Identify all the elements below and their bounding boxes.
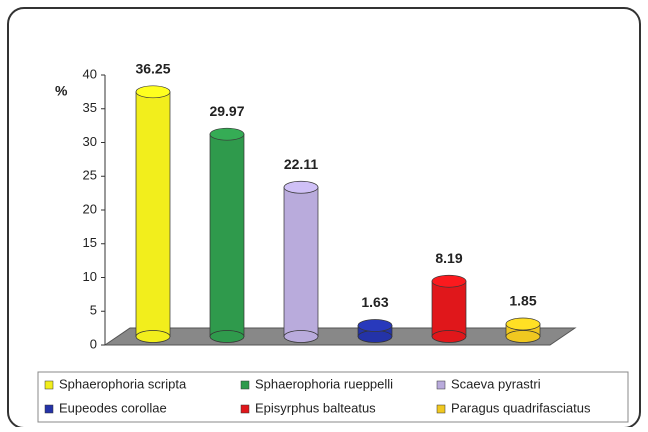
y-tick-label: 15 [83,235,97,250]
value-label: 36.25 [135,61,170,77]
bar-top [431,274,467,288]
bar-cover [136,335,170,338]
y-tick-label: 35 [83,100,97,115]
bar-top [283,180,319,194]
bar [505,317,541,343]
value-label: 29.97 [209,103,244,119]
bar [209,127,245,343]
y-axis-label: % [55,83,68,99]
legend-swatch [44,380,54,390]
bar-top [135,85,171,99]
legend-swatch [240,404,250,414]
bar-body [431,280,467,337]
legend-label: Eupeodes corollae [59,400,167,415]
bar-top [505,317,541,331]
bar-cover [358,335,392,338]
y-tick-label: 0 [90,336,97,351]
bar [431,274,467,343]
value-label: 8.19 [435,250,462,266]
legend-label: Sphaerophoria rueppelli [255,376,393,391]
bar-cover [432,335,466,338]
bar [357,319,393,343]
legend-label: Episyrphus balteatus [255,400,376,415]
legend-label: Scaeva pyrastri [451,376,541,391]
y-tick-label: 30 [83,134,97,149]
bar-body [209,133,245,337]
value-label: 1.85 [509,293,536,309]
bar-cover [210,335,244,338]
legend-swatch [44,404,54,414]
legend-swatch [436,404,446,414]
legend-swatch [436,380,446,390]
y-tick-label: 10 [83,269,97,284]
y-tick-label: 40 [83,66,97,81]
bar-top [357,319,393,332]
value-label: 1.63 [361,294,388,310]
bar-body [283,186,319,337]
legend-label: Sphaerophoria scripta [59,376,187,391]
bar-cover [284,335,318,338]
legend-label: Paragus quadrifasciatus [451,400,591,415]
bar [135,85,171,343]
legend-swatch [240,380,250,390]
y-tick-label: 25 [83,168,97,183]
bar-top [209,127,245,141]
y-tick-label: 5 [90,303,97,318]
value-label: 22.11 [284,156,318,172]
bar-body [135,91,171,337]
floor [103,327,577,346]
bar-cover [506,335,540,338]
chart-frame [7,7,641,429]
legend-box [37,371,629,423]
y-tick-label: 20 [83,201,97,216]
bar [283,180,319,343]
